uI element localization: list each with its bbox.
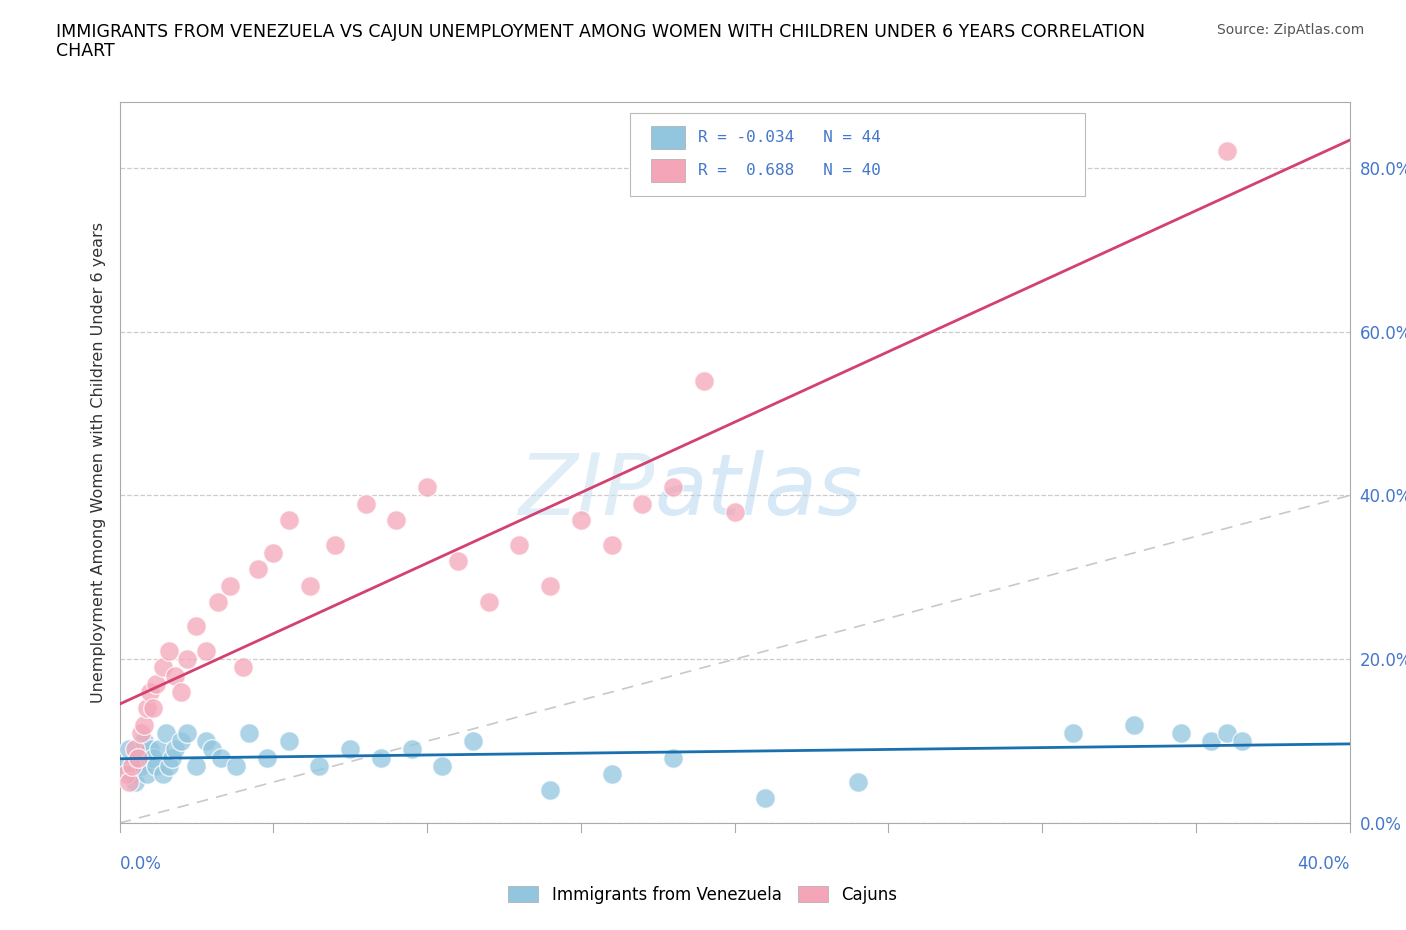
Point [176, 725, 198, 740]
Point [170, 734, 193, 749]
Point [132, 734, 156, 749]
Bar [651, 158, 686, 181]
Point [121, 766, 143, 781]
Point [219, 578, 242, 593]
Point [118, 742, 141, 757]
Y-axis label: Unemployment Among Women with Children Under 6 years: Unemployment Among Women with Children U… [90, 222, 105, 703]
Point [139, 742, 162, 757]
Point [1062, 725, 1084, 740]
Point [1170, 725, 1192, 740]
Point [238, 725, 260, 740]
Point [262, 545, 284, 560]
Point [846, 775, 869, 790]
Point [385, 512, 408, 527]
Point [124, 742, 146, 757]
Point [538, 783, 561, 798]
Point [299, 578, 322, 593]
Text: 0.0%: 0.0% [120, 856, 162, 873]
Point [723, 504, 745, 519]
Point [631, 497, 654, 512]
Point [662, 751, 685, 765]
Point [124, 775, 146, 790]
Point [308, 758, 330, 773]
Point [176, 652, 198, 667]
Point [277, 512, 299, 527]
Point [370, 751, 392, 765]
Text: atlas: atlas [655, 450, 863, 533]
Point [157, 758, 180, 773]
Point [163, 668, 186, 683]
Point [163, 742, 186, 757]
Point [152, 766, 174, 781]
Text: 40.0%: 40.0% [1298, 856, 1350, 873]
Point [152, 660, 174, 675]
Point [118, 775, 141, 790]
Point [1215, 144, 1237, 159]
Text: R =  0.688   N = 40: R = 0.688 N = 40 [697, 163, 880, 178]
Bar [651, 126, 686, 149]
Point [693, 373, 716, 388]
Point [129, 725, 152, 740]
Point [231, 660, 254, 675]
Point [463, 734, 485, 749]
Point [246, 562, 269, 577]
Point [114, 766, 136, 781]
Point [662, 480, 685, 495]
Point [600, 538, 623, 552]
Point [401, 742, 423, 757]
Point [1230, 734, 1253, 749]
Point [600, 766, 623, 781]
Point [569, 512, 592, 527]
Point [121, 758, 143, 773]
Point [207, 594, 229, 609]
Point [432, 758, 454, 773]
FancyBboxPatch shape [630, 113, 1085, 196]
Point [136, 766, 159, 781]
Point [186, 758, 208, 773]
Point [142, 751, 165, 765]
Point [354, 497, 377, 512]
Point [1201, 734, 1223, 749]
Point [194, 644, 217, 658]
Text: ZIP: ZIP [519, 450, 655, 533]
Point [194, 734, 217, 749]
Point [201, 742, 224, 757]
Point [447, 553, 470, 568]
Point [277, 734, 299, 749]
Point [132, 717, 156, 732]
Point [136, 701, 159, 716]
Point [209, 751, 232, 765]
Point [339, 742, 361, 757]
Point [508, 538, 530, 552]
Text: CHART: CHART [56, 42, 115, 60]
Point [160, 751, 183, 765]
Point [139, 684, 162, 699]
Point [186, 619, 208, 634]
Point [323, 538, 346, 552]
Point [754, 791, 776, 806]
Point [127, 751, 149, 765]
Point [148, 742, 170, 757]
Point [225, 758, 247, 773]
Point [170, 684, 193, 699]
Point [477, 594, 501, 609]
Point [142, 701, 165, 716]
Point [1215, 725, 1237, 740]
Point [157, 644, 180, 658]
Point [538, 578, 561, 593]
Point [127, 751, 149, 765]
Text: R = -0.034   N = 44: R = -0.034 N = 44 [697, 130, 880, 145]
Point [1123, 717, 1146, 732]
Text: Source: ZipAtlas.com: Source: ZipAtlas.com [1216, 23, 1364, 37]
Point [416, 480, 439, 495]
Point [145, 758, 167, 773]
Point [155, 725, 177, 740]
Point [114, 758, 136, 773]
Legend: Immigrants from Venezuela, Cajuns: Immigrants from Venezuela, Cajuns [502, 879, 904, 910]
Text: IMMIGRANTS FROM VENEZUELA VS CAJUN UNEMPLOYMENT AMONG WOMEN WITH CHILDREN UNDER : IMMIGRANTS FROM VENEZUELA VS CAJUN UNEMP… [56, 23, 1146, 41]
Point [129, 758, 152, 773]
Point [145, 676, 167, 691]
Point [256, 751, 278, 765]
